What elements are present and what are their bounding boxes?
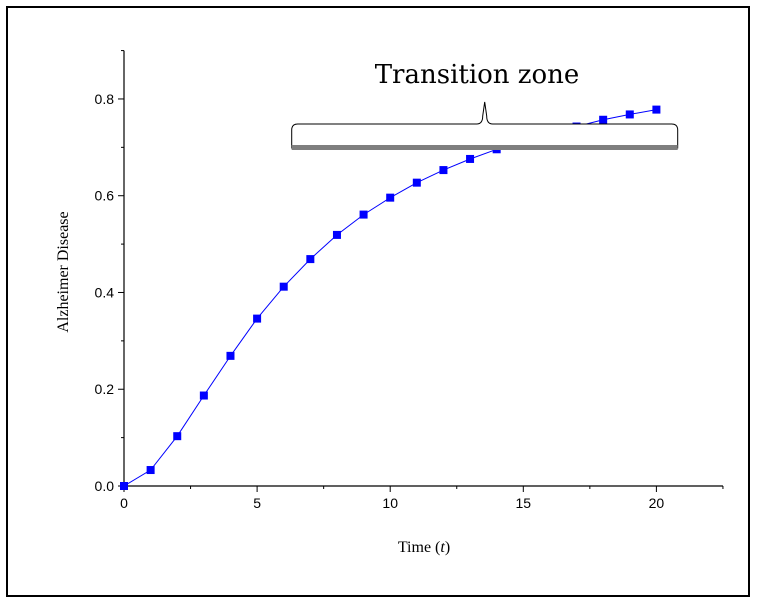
data-point	[332, 230, 341, 239]
data-point	[386, 193, 395, 202]
x-axis-title-main: Time (	[398, 539, 441, 556]
data-point	[439, 166, 448, 175]
x-tick-label: 20	[649, 495, 665, 511]
data-point	[412, 178, 421, 187]
y-axis-title: Alzheimer Disease	[55, 211, 72, 332]
y-tick-label: 0.8	[95, 91, 115, 107]
data-point	[199, 391, 208, 400]
y-tick-label: 0.0	[95, 478, 115, 494]
y-tick-label: 0.6	[95, 188, 115, 204]
data-point	[173, 432, 182, 441]
data-point	[599, 115, 608, 124]
x-axis-title: Time (t)	[398, 539, 450, 556]
y-tick-label: 0.2	[95, 381, 115, 397]
data-point	[359, 210, 368, 219]
data-point	[253, 314, 262, 323]
data-point	[279, 282, 288, 291]
ticks: 0 5 10 15 20 0.0 0.2 0.4 0.6 0.8	[95, 50, 724, 511]
annotation-bar	[291, 145, 678, 150]
y-tick-label: 0.4	[95, 284, 115, 300]
x-tick-label: 5	[253, 495, 261, 511]
data-point	[120, 482, 128, 490]
data-point	[466, 154, 475, 163]
data-point	[306, 255, 315, 264]
axes	[123, 50, 723, 487]
annotation-brace	[291, 101, 679, 149]
series-line	[123, 109, 657, 487]
data-point	[226, 351, 235, 360]
transition-zone-annotation	[291, 101, 679, 150]
figure-frame	[6, 6, 750, 597]
data-point	[625, 110, 634, 119]
data-point	[652, 105, 661, 114]
x-tick-label: 0	[120, 495, 128, 511]
data-point	[146, 466, 155, 475]
x-axis-title-var: t	[440, 539, 445, 556]
annotation-label: Transition zone	[375, 60, 580, 90]
series-layer	[120, 105, 661, 490]
x-tick-label: 10	[382, 495, 398, 511]
x-tick-label: 15	[516, 495, 532, 511]
x-axis-title-close: )	[445, 539, 450, 556]
